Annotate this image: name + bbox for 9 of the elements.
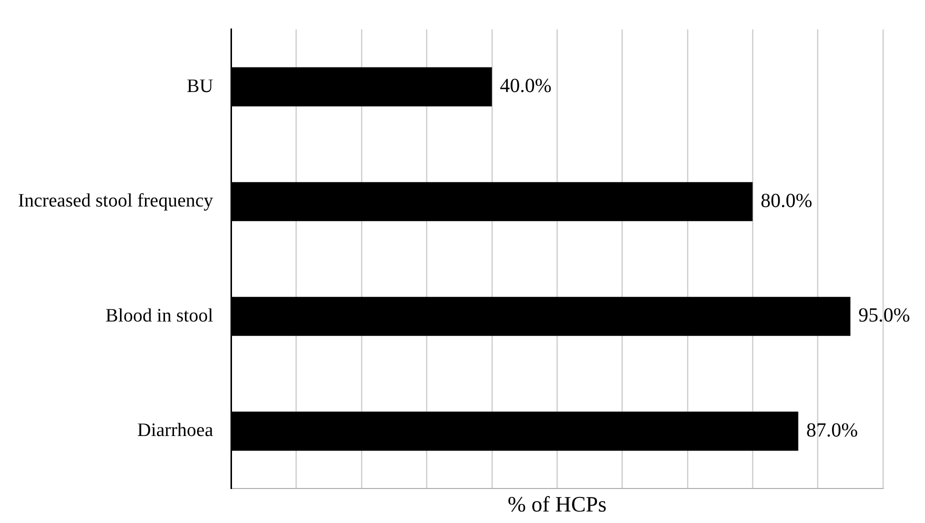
y-tick-label: Diarrhoea [137,420,214,442]
y-tick-label: BU [186,76,214,97]
data-label: 80.0% [760,190,812,212]
data-label: 87.0% [806,419,858,442]
data-label: 40.0% [500,75,552,98]
data-label: 95.0% [858,304,910,327]
x-axis-title: % of HCPs [508,492,607,517]
y-tick-label: Increased stool frequency [18,190,214,212]
y-tick-label: Blood in stool [106,305,214,326]
